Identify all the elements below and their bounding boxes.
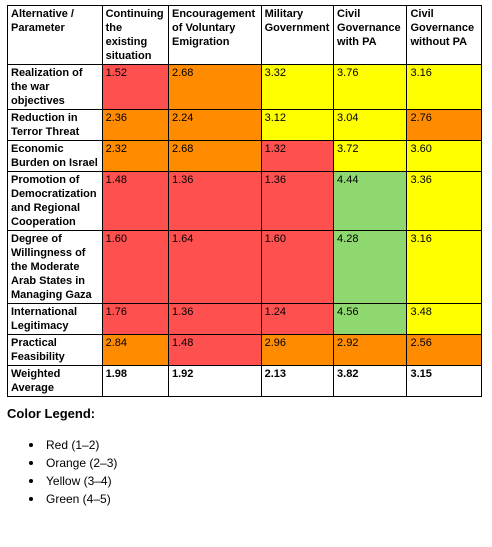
score-cell: 2.68 (168, 64, 262, 110)
score-cell: 3.60 (406, 140, 482, 172)
table-row: Practical Feasibility 2.84 1.48 2.96 2.9… (7, 334, 482, 366)
table-row: Economic Burden on Israel 2.32 2.68 1.32… (7, 140, 482, 172)
score-cell: 3.76 (333, 64, 408, 110)
score-cell: 1.36 (260, 171, 335, 231)
bullet-icon (29, 461, 33, 465)
legend-item: Yellow (3–4) (7, 472, 117, 490)
row-parameter: Reduction in Terror Threat (7, 109, 103, 141)
score-cell: 4.56 (333, 303, 408, 335)
row-parameter: Practical Feasibility (7, 334, 103, 366)
header-cell-continuing: Continuing the existing situation (101, 5, 170, 65)
score-cell: 4.44 (333, 171, 408, 231)
score-cell: 3.32 (260, 64, 335, 110)
score-cell: 1.48 (168, 334, 262, 366)
row-parameter: International Legitimacy (7, 303, 103, 335)
row-parameter: Degree of Willingness of the Moderate Ar… (7, 230, 103, 304)
score-cell: 3.12 (260, 109, 335, 141)
score-cell: 3.72 (333, 140, 408, 172)
average-cell: 1.98 (101, 365, 170, 397)
score-cell: 2.56 (406, 334, 482, 366)
score-cell: 2.84 (101, 334, 170, 366)
evaluation-table: Alternative / Parameter Continuing the e… (7, 5, 482, 397)
score-cell: 1.52 (101, 64, 170, 110)
row-parameter: Realization of the war objectives (7, 64, 103, 110)
score-cell: 1.36 (168, 171, 262, 231)
legend-item-label: Yellow (3–4) (46, 474, 112, 488)
score-cell: 3.36 (406, 171, 482, 231)
score-cell: 1.76 (101, 303, 170, 335)
bullet-icon (29, 497, 33, 501)
row-parameter: Economic Burden on Israel (7, 140, 103, 172)
score-cell: 3.48 (406, 303, 482, 335)
average-cell: 2.13 (260, 365, 335, 397)
score-cell: 3.16 (406, 230, 482, 304)
score-cell: 1.36 (168, 303, 262, 335)
score-cell: 2.76 (406, 109, 482, 141)
table-row: Promotion of Democratization and Regiona… (7, 171, 482, 231)
header-cell-parameter: Alternative / Parameter (7, 5, 103, 65)
legend-item: Orange (2–3) (7, 454, 117, 472)
header-cell-civil-without-pa: Civil Governance without PA (406, 5, 482, 65)
row-parameter: Weighted Average (7, 365, 103, 397)
table-row: Degree of Willingness of the Moderate Ar… (7, 230, 482, 304)
score-cell: 3.16 (406, 64, 482, 110)
score-cell: 1.60 (101, 230, 170, 304)
table-row: Realization of the war objectives 1.52 2… (7, 64, 482, 110)
average-cell: 3.82 (333, 365, 408, 397)
weighted-average-row: Weighted Average 1.98 1.92 2.13 3.82 3.1… (7, 365, 482, 397)
score-cell: 2.96 (260, 334, 335, 366)
bullet-icon (29, 479, 33, 483)
average-cell: 3.15 (406, 365, 482, 397)
score-cell: 1.60 (260, 230, 335, 304)
score-cell: 3.04 (333, 109, 408, 141)
score-cell: 2.24 (168, 109, 262, 141)
color-legend: Red (1–2) Orange (2–3) Yellow (3–4) Gree… (7, 436, 117, 508)
legend-item-label: Green (4–5) (46, 492, 111, 506)
table-row: International Legitimacy 1.76 1.36 1.24 … (7, 303, 482, 335)
score-cell: 2.36 (101, 109, 170, 141)
legend-item: Red (1–2) (7, 436, 117, 454)
score-cell: 2.92 (333, 334, 408, 366)
score-cell: 1.64 (168, 230, 262, 304)
header-cell-military: Military Government (260, 5, 335, 65)
score-cell: 4.28 (333, 230, 408, 304)
score-cell: 1.48 (101, 171, 170, 231)
legend-item-label: Red (1–2) (46, 438, 100, 452)
score-cell: 1.32 (260, 140, 335, 172)
score-cell: 1.24 (260, 303, 335, 335)
row-parameter: Promotion of Democratization and Regiona… (7, 171, 103, 231)
score-cell: 2.68 (168, 140, 262, 172)
header-cell-emigration: Encouragement of Voluntary Emigration (168, 5, 262, 65)
legend-item-label: Orange (2–3) (46, 456, 118, 470)
legend-title: Color Legend: (7, 406, 96, 421)
header-row: Alternative / Parameter Continuing the e… (7, 5, 482, 65)
score-cell: 2.32 (101, 140, 170, 172)
bullet-icon (29, 443, 33, 447)
average-cell: 1.92 (168, 365, 262, 397)
legend-item: Green (4–5) (7, 490, 117, 508)
header-cell-civil-with-pa: Civil Governance with PA (333, 5, 408, 65)
table-row: Reduction in Terror Threat 2.36 2.24 3.1… (7, 109, 482, 141)
